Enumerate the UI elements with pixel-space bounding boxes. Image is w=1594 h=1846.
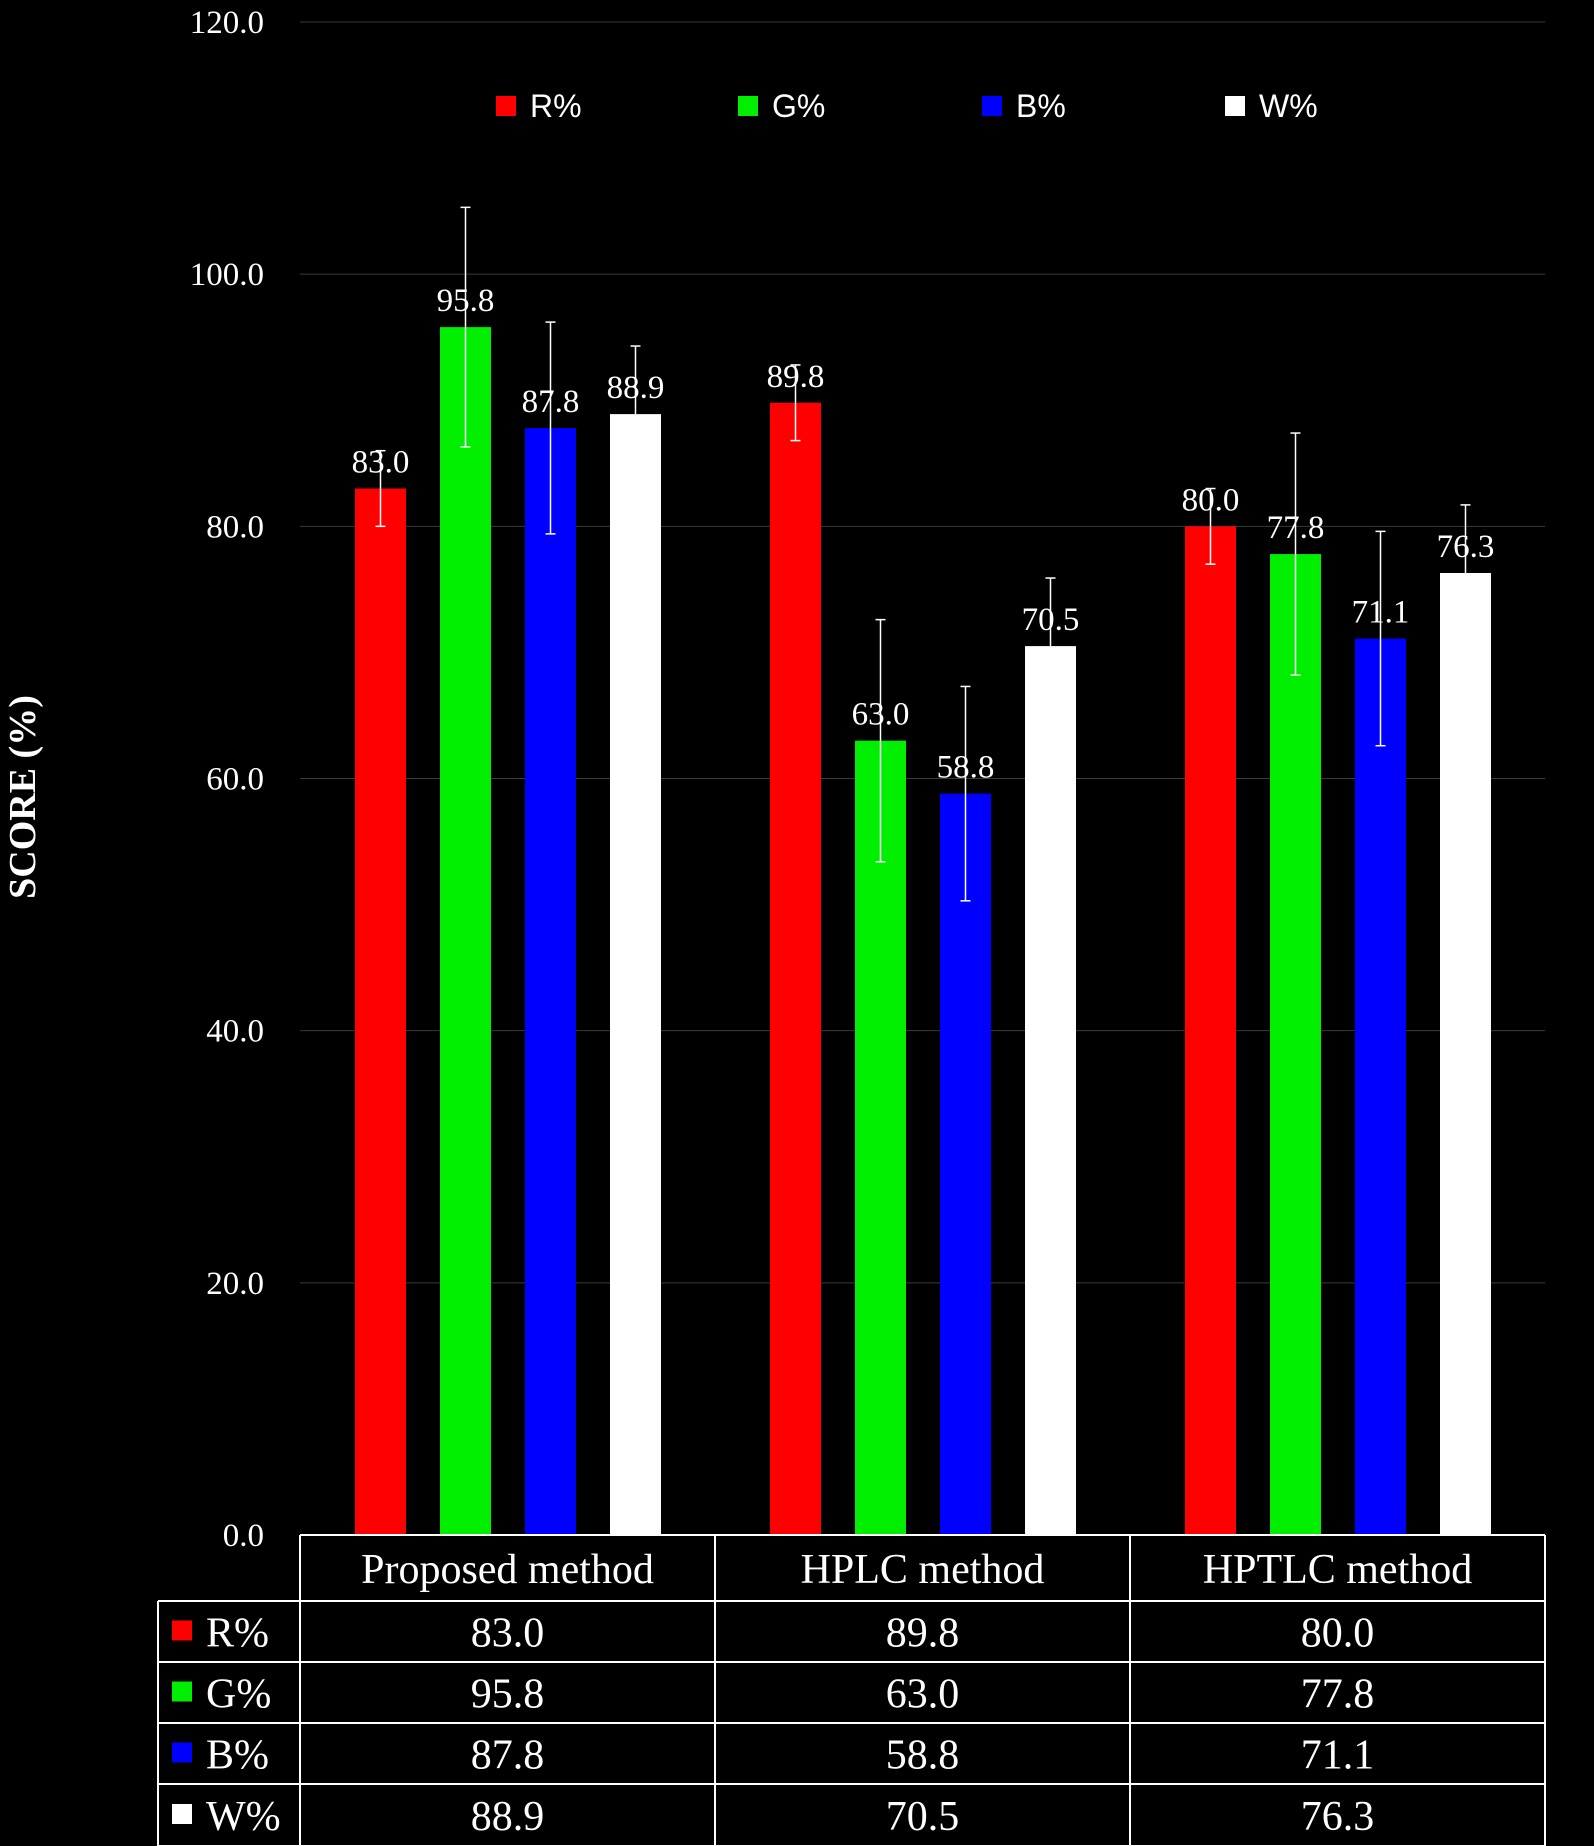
data-label: 95.8	[437, 283, 495, 319]
y-tick-label: 40.0	[206, 1014, 264, 1050]
table-header-cell: HPLC method	[801, 1547, 1045, 1593]
table-cell: 70.5	[886, 1794, 960, 1840]
table-cell: 71.1	[1301, 1733, 1375, 1779]
y-axis-ticks: 0.0 20.0 40.0 60.0 80.0 100.0 120.0	[190, 5, 264, 1554]
bar	[1270, 554, 1321, 1535]
table-row-swatch	[172, 1681, 192, 1702]
data-label: 71.1	[1352, 595, 1410, 631]
table-cell: 76.3	[1301, 1794, 1375, 1840]
legend-label: B%	[1016, 88, 1066, 124]
table-cell: 83.0	[471, 1611, 545, 1657]
legend-label: R%	[530, 88, 582, 124]
bar	[1185, 526, 1236, 1535]
bar	[770, 402, 821, 1535]
table-header-cell: HPTLC method	[1203, 1547, 1473, 1593]
legend-label: G%	[772, 88, 825, 124]
y-axis-label: SCORE (%)	[2, 695, 44, 899]
data-labels: 83.0 95.8 87.8 88.9 89.8 63.0 58.8 70.5 80.0 77.8…	[352, 283, 1495, 786]
y-tick-label: 0.0	[223, 1518, 264, 1554]
bar	[355, 488, 406, 1536]
table-cell: 80.0	[1301, 1611, 1375, 1657]
bar	[525, 427, 576, 1536]
bar	[1440, 572, 1491, 1535]
table-row-swatch	[172, 1742, 192, 1763]
table-header-cell: Proposed method	[361, 1547, 654, 1593]
table-row-label: W%	[206, 1794, 281, 1840]
data-label: 63.0	[852, 697, 910, 733]
y-tick-label: 60.0	[206, 762, 264, 798]
legend: R% G% B% W%	[496, 88, 1318, 124]
table-cell: 77.8	[1301, 1672, 1375, 1718]
data-label: 58.8	[937, 750, 995, 786]
grid-lines	[300, 21, 1545, 1284]
data-label: 83.0	[352, 445, 410, 481]
bar	[610, 414, 661, 1536]
table-cell: 63.0	[886, 1672, 960, 1718]
y-tick-label: 80.0	[206, 509, 264, 545]
data-label: 87.8	[522, 384, 580, 420]
bar	[440, 327, 491, 1535]
table-cell: 95.8	[471, 1672, 545, 1718]
table-row-swatch	[172, 1620, 192, 1641]
legend-swatch	[496, 96, 516, 116]
data-label: 80.0	[1182, 482, 1240, 518]
y-tick-label: 120.0	[190, 5, 264, 41]
y-tick-label: 100.0	[190, 257, 264, 293]
data-label: 70.5	[1022, 602, 1080, 638]
bar	[1355, 638, 1406, 1535]
table-row-label: G%	[206, 1672, 271, 1718]
data-label: 89.8	[767, 359, 825, 395]
bar	[940, 793, 991, 1535]
data-label: 77.8	[1267, 510, 1325, 546]
table-row-label: B%	[206, 1733, 269, 1779]
table-row-label: R%	[206, 1611, 269, 1657]
table-cell: 87.8	[471, 1733, 545, 1779]
bar	[855, 740, 906, 1535]
data-table: Proposed method HPLC method HPTLC method R%…	[157, 1534, 1546, 1846]
table-row-swatch	[172, 1804, 192, 1824]
y-tick-label: 20.0	[206, 1266, 264, 1302]
data-label: 88.9	[607, 370, 665, 406]
legend-swatch	[738, 96, 758, 116]
legend-swatch	[1225, 96, 1245, 116]
legend-label: W%	[1259, 88, 1318, 124]
error-bars	[375, 206, 1471, 902]
table-cell: 58.8	[886, 1733, 960, 1779]
table-cell: 89.8	[886, 1611, 960, 1657]
bars	[355, 327, 1491, 1536]
bar	[1025, 646, 1076, 1535]
legend-swatch	[982, 96, 1002, 116]
data-label: 76.3	[1437, 529, 1495, 565]
table-cell: 88.9	[471, 1794, 545, 1840]
